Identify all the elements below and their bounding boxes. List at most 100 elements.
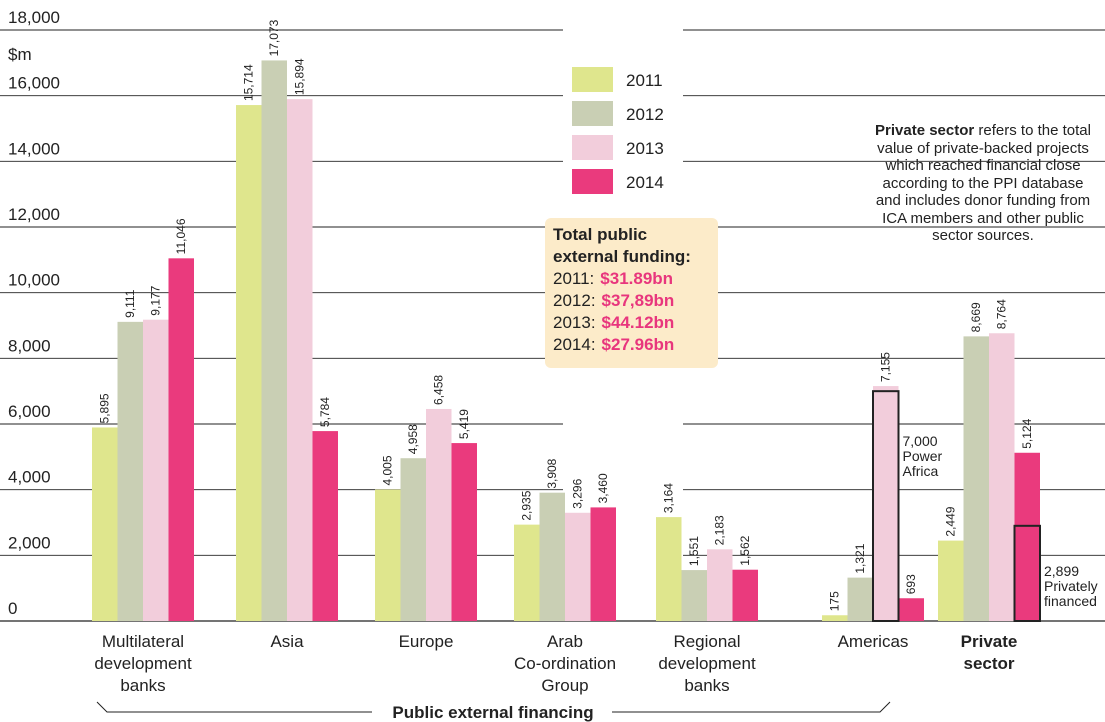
highlight-label: 2,899 Privately financed <box>1044 563 1098 609</box>
bars <box>92 60 1040 622</box>
bar <box>1014 452 1040 621</box>
category-label-line: Group <box>541 676 588 695</box>
legend: 2011 2012 2013 2014 <box>572 67 664 194</box>
bar <box>873 386 899 621</box>
bracket-left <box>96 701 372 713</box>
data-label: 4,005 <box>381 455 395 485</box>
highlight-label-line: Privately <box>1044 578 1098 594</box>
funding-row: 2011: $31.89bn <box>553 268 710 290</box>
legend-swatch <box>572 67 613 92</box>
data-label: 9,111 <box>123 289 137 318</box>
funding-row: 2012: $37,89bn <box>553 290 710 312</box>
bar <box>261 60 287 621</box>
note-bold: Private sector <box>875 122 975 139</box>
category-label: Arab Co-ordination Group <box>514 632 616 695</box>
category-label-line: sector <box>963 654 1014 673</box>
category-label-line: banks <box>120 676 165 695</box>
bar <box>565 512 591 621</box>
legend-label: 2014 <box>626 173 664 192</box>
data-label: 5,895 <box>98 393 112 423</box>
category-label: Private sector <box>961 632 1018 673</box>
legend-swatch <box>572 135 613 160</box>
bar <box>707 549 733 621</box>
data-label: 2,449 <box>944 506 958 536</box>
category-label-line: Arab <box>547 632 583 651</box>
funding-year: 2014: <box>553 335 596 354</box>
funding-row: 2014: $27.96bn <box>553 334 710 356</box>
highlight-label-line: 2,899 <box>1044 563 1079 579</box>
highlight-label-line: Africa <box>903 463 939 479</box>
funding-title-2: external funding: <box>553 247 691 266</box>
data-label: 5,419 <box>457 409 471 439</box>
y-tick-label: 4,000 <box>8 468 51 487</box>
bar <box>989 333 1015 621</box>
bar <box>400 458 426 621</box>
funding-amount: $37,89bn <box>601 291 675 310</box>
bar <box>656 517 682 621</box>
data-label: 2,183 <box>713 515 727 545</box>
data-label: 8,764 <box>995 299 1009 329</box>
highlight-box <box>872 390 900 622</box>
data-label: 6,458 <box>432 375 446 405</box>
highlight-label-line: Power <box>903 448 943 464</box>
bar <box>681 570 707 621</box>
y-tick-label: 14,000 <box>8 139 60 158</box>
bar <box>143 319 169 621</box>
funding-year: 2011: <box>553 269 595 288</box>
category-label-line: development <box>658 654 756 673</box>
bar <box>451 443 477 621</box>
bar <box>426 408 452 621</box>
funding-row: 2013: $44.12bn <box>553 312 710 334</box>
data-label: 15,714 <box>242 64 256 101</box>
bar <box>92 427 118 621</box>
data-label: 1,551 <box>687 536 701 566</box>
y-axis: 0 2,000 4,000 6,000 8,000 10,000 12,000 14,000 1… <box>8 8 60 618</box>
legend-label: 2012 <box>626 105 664 124</box>
category-label-line: Co-ordination <box>514 654 616 673</box>
bar <box>168 258 194 621</box>
data-label: 9,177 <box>149 285 163 315</box>
data-label: 7,155 <box>879 352 893 382</box>
data-label: 3,908 <box>545 458 559 488</box>
data-label: 4,958 <box>406 424 420 454</box>
highlight-label-line: financed <box>1044 593 1097 609</box>
value-labels: 5,895 9,111 9,177 11,046 15,714 17,073 15,894 5… <box>98 19 1035 611</box>
y-unit-label: $m <box>8 45 32 64</box>
y-tick-label: 0 <box>8 599 17 618</box>
funding-amount: $44.12bn <box>601 313 675 332</box>
note-text: refers to the total value of private-bac… <box>875 122 1091 244</box>
y-tick-label: 6,000 <box>8 402 51 421</box>
data-label: 3,460 <box>596 473 610 503</box>
bar <box>898 598 924 621</box>
category-label-line: Asia <box>270 632 304 651</box>
bar <box>514 524 540 621</box>
bar <box>822 615 848 621</box>
category-label: Asia <box>270 632 304 651</box>
y-tick-label: 16,000 <box>8 74 60 93</box>
data-label: 2,935 <box>520 490 534 520</box>
data-label: 3,164 <box>662 483 676 513</box>
legend-label: 2013 <box>626 139 664 158</box>
funding-amount: $31.89bn <box>600 269 674 288</box>
data-label: 693 <box>904 574 918 594</box>
category-label: Europe <box>399 632 454 651</box>
data-label: 5,784 <box>318 397 332 427</box>
y-tick-label: 18,000 <box>8 8 60 27</box>
category-label: Regional development banks <box>658 632 756 695</box>
data-label: 17,073 <box>267 19 281 56</box>
funding-year: 2012: <box>553 291 596 310</box>
bar <box>375 489 401 621</box>
group-label: Public external financing <box>392 703 593 722</box>
bar <box>963 336 989 621</box>
category-label: Americas <box>838 632 909 651</box>
bar <box>236 105 262 621</box>
highlight-label: 7,000 Power Africa <box>903 433 943 479</box>
bar <box>287 99 313 622</box>
data-label: 3,296 <box>571 478 585 508</box>
data-label: 175 <box>828 591 842 611</box>
private-sector-note: Private sector refers to the total value… <box>868 122 1098 245</box>
category-label-line: Multilateral <box>102 632 184 651</box>
funding-amount: $27.96bn <box>601 335 675 354</box>
legend-label: 2011 <box>626 71 663 90</box>
